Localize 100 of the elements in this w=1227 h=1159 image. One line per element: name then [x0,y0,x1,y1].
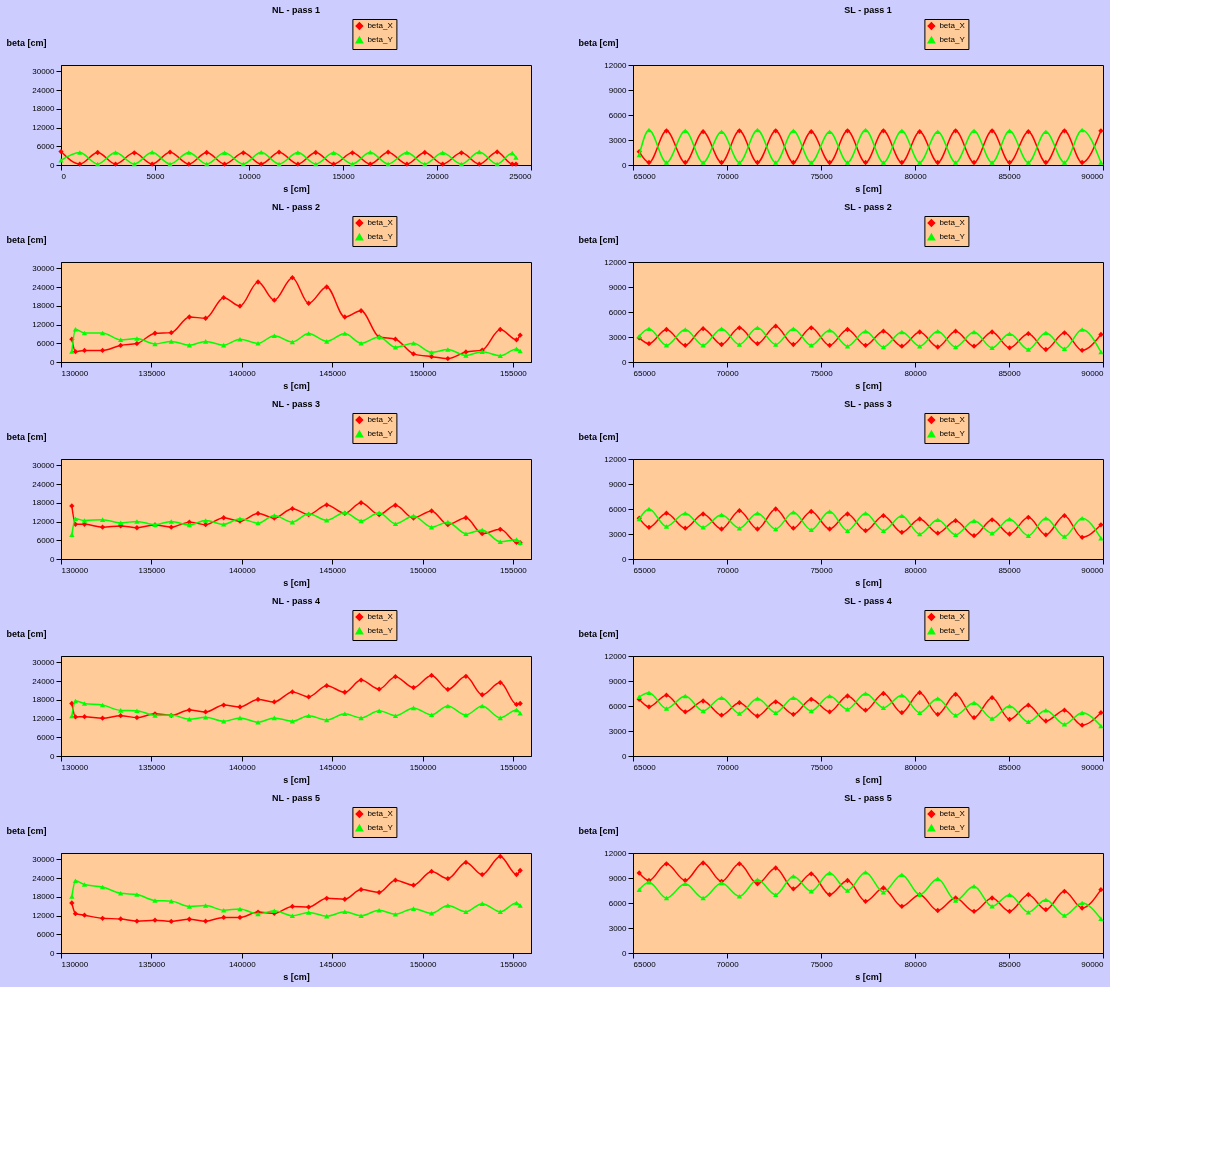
chart-title: SL - pass 3 [844,398,892,409]
x-tick-label: 80000 [904,762,928,772]
x-tick-label: 85000 [998,959,1022,969]
x-axis-title: s [cm] [283,774,310,785]
y-tick-label: 3000 [608,135,628,145]
x-tick-label: 65000 [633,368,657,378]
x-axis-title: s [cm] [855,183,882,194]
legend-label: beta_X [367,612,394,621]
chart-title: SL - pass 2 [844,201,892,212]
x-tick-label: 0 [61,171,67,181]
x-tick-label: 155000 [500,565,528,575]
y-axis-title: beta [cm] [6,825,47,836]
y-axis-title: beta [cm] [578,431,619,442]
chart-title: NL - pass 1 [272,4,320,15]
x-tick-label: 75000 [810,959,834,969]
y-tick-label: 6000 [36,535,56,545]
x-tick-label: 135000 [138,959,166,969]
x-tick-label: 85000 [998,762,1022,772]
x-tick-label: 130000 [61,565,89,575]
x-tick-label: 90000 [1081,762,1105,772]
legend-label: beta_Y [367,429,394,438]
y-tick-label: 6000 [608,898,628,908]
x-tick-label: 155000 [500,959,528,969]
x-tick-label: 85000 [998,368,1022,378]
y-tick-label: 3000 [608,332,628,342]
y-tick-label: 12000 [32,320,56,329]
x-tick-label: 5000 [146,171,165,181]
y-tick-label: 6000 [36,141,56,151]
chart-title: SL - pass 4 [844,595,892,606]
legend-label: beta_X [939,21,966,30]
y-tick-label: 6000 [36,929,56,939]
y-axis-title: beta [cm] [6,37,47,48]
chart-title: SL - pass 5 [844,792,892,803]
y-tick-label: 30000 [32,854,56,864]
y-axis-title: beta [cm] [6,628,47,639]
chart-title: NL - pass 2 [272,201,320,212]
x-tick-label: 90000 [1081,959,1105,969]
x-tick-label: 140000 [228,959,257,969]
legend-label: beta_Y [367,35,394,44]
y-tick-label: 9000 [608,873,628,883]
y-tick-label: 18000 [32,104,56,114]
y-tick-label: 0 [622,554,628,564]
x-tick-label: 90000 [1081,565,1105,575]
legend-label: beta_Y [939,429,966,438]
y-tick-label: 0 [622,357,628,367]
legend-label: beta_X [939,809,966,818]
x-tick-label: 130000 [61,959,89,969]
x-tick-label: 150000 [409,959,437,969]
x-tick-label: 140000 [228,565,257,575]
y-tick-label: 12000 [32,123,56,132]
y-tick-label: 6000 [608,110,628,120]
y-tick-label: 24000 [32,282,56,292]
y-tick-label: 3000 [608,726,628,736]
legend-label: beta_Y [367,823,394,832]
y-axis-title: beta [cm] [6,234,47,245]
y-tick-label: 30000 [32,460,56,470]
x-axis-title: s [cm] [855,774,882,785]
y-tick-label: 24000 [32,676,56,686]
x-tick-label: 75000 [810,171,834,181]
y-tick-label: 30000 [32,263,56,273]
x-tick-label: 130000 [61,762,89,772]
y-tick-label: 0 [50,357,56,367]
y-tick-label: 30000 [32,657,56,667]
legend-label: beta_X [367,218,394,227]
y-tick-label: 3000 [608,923,628,933]
y-axis-title: beta [cm] [578,825,619,836]
x-tick-label: 85000 [998,171,1022,181]
chart-title: SL - pass 1 [844,4,892,15]
x-axis-title: s [cm] [283,577,310,588]
y-tick-label: 0 [50,160,56,170]
x-tick-label: 80000 [904,368,928,378]
chart-title: NL - pass 3 [272,398,320,409]
y-tick-label: 12000 [32,911,56,920]
y-tick-label: 0 [622,948,628,958]
x-axis-title: s [cm] [855,577,882,588]
x-tick-label: 145000 [319,762,347,772]
x-tick-label: 75000 [810,565,834,575]
y-axis-title: beta [cm] [6,431,47,442]
y-tick-label: 9000 [608,479,628,489]
x-tick-label: 75000 [810,762,834,772]
y-tick-label: 18000 [32,695,56,705]
y-axis-title: beta [cm] [578,628,619,639]
legend-label: beta_X [939,415,966,424]
x-tick-label: 155000 [500,368,528,378]
y-axis-title: beta [cm] [578,37,619,48]
x-tick-label: 150000 [409,565,437,575]
legend-label: beta_X [367,809,394,818]
y-tick-label: 18000 [32,892,56,902]
x-tick-label: 140000 [228,762,257,772]
x-tick-label: 20000 [426,171,450,181]
x-tick-label: 90000 [1081,171,1105,181]
x-tick-label: 65000 [633,762,657,772]
x-tick-label: 135000 [138,762,166,772]
x-axis-title: s [cm] [283,380,310,391]
y-tick-label: 30000 [32,66,56,76]
y-tick-label: 9000 [608,676,628,686]
y-tick-label: 6000 [608,307,628,317]
y-tick-label: 0 [622,751,628,761]
y-tick-label: 12000 [32,517,56,526]
y-tick-label: 12000 [32,714,56,723]
